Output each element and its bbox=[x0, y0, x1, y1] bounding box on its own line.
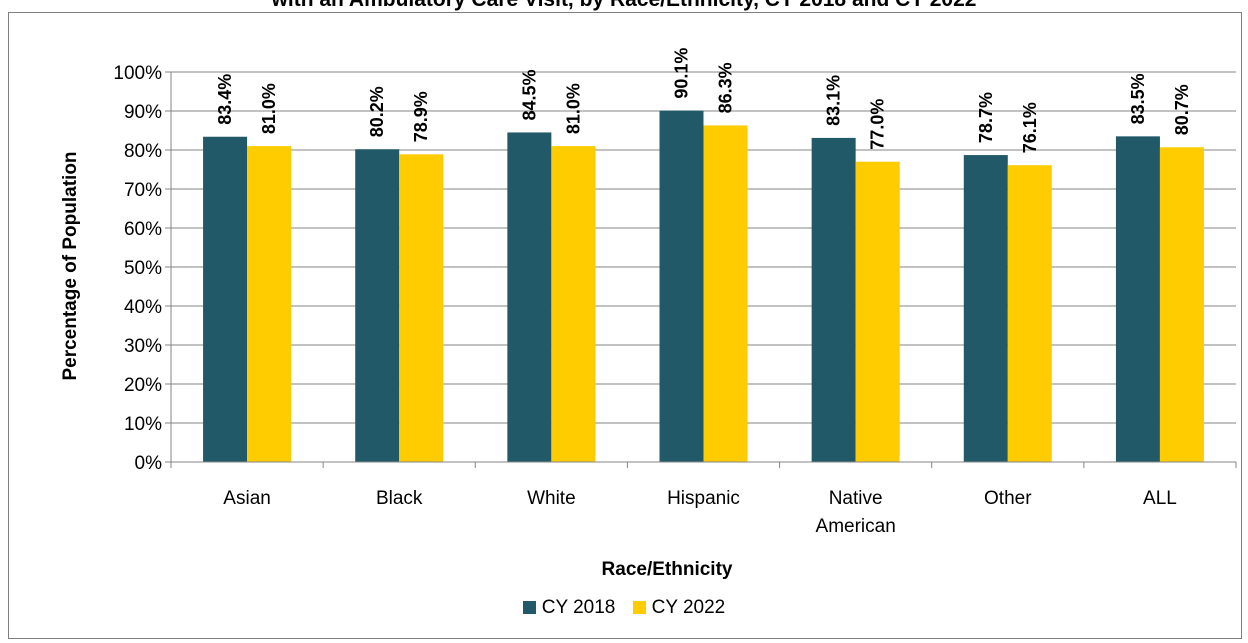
y-tick-label: 10% bbox=[124, 414, 162, 435]
y-tick-label: 0% bbox=[135, 453, 163, 474]
bar-cy2018 bbox=[507, 132, 552, 462]
x-tick-label: Black bbox=[376, 488, 423, 509]
x-tick-label: Other bbox=[984, 488, 1032, 509]
x-tick-label: Hispanic bbox=[667, 488, 740, 509]
bar-cy2022 bbox=[399, 154, 444, 463]
axes bbox=[165, 71, 1237, 468]
legend-swatch-cy2022 bbox=[632, 601, 646, 614]
y-tick-label: 90% bbox=[124, 102, 162, 123]
y-tick-label: 40% bbox=[124, 297, 162, 318]
x-tick-label: Native bbox=[829, 488, 883, 509]
data-label: 76.1% bbox=[1020, 102, 1040, 153]
bar-cy2018 bbox=[1115, 136, 1160, 462]
data-label: 81.0% bbox=[259, 83, 279, 134]
data-label: 78.9% bbox=[411, 91, 431, 142]
y-tick-label: 50% bbox=[124, 258, 162, 279]
legend-label-cy2018: CY 2018 bbox=[541, 597, 616, 618]
y-axis-title: Percentage of Population bbox=[60, 151, 81, 380]
bar-cy2022 bbox=[855, 161, 900, 462]
y-tick-label: 70% bbox=[124, 180, 162, 201]
data-labels: 83.4% 81.0% 80.2% 78.9% 84.5% 81.0% 90.1% 86.3%… bbox=[215, 48, 1192, 154]
x-tick-label: American bbox=[816, 516, 896, 537]
chart-frame bbox=[8, 12, 1242, 639]
bar-cy2018 bbox=[811, 137, 856, 462]
data-label: 81.0% bbox=[563, 83, 583, 134]
x-tick-label: Asian bbox=[223, 488, 271, 509]
y-tick-label: 20% bbox=[124, 375, 162, 396]
data-label: 80.7% bbox=[1172, 84, 1192, 135]
y-tick-label: 30% bbox=[124, 336, 162, 357]
bar-cy2022 bbox=[1159, 147, 1204, 462]
bar-cy2018 bbox=[355, 149, 400, 462]
bar-cy2022 bbox=[1007, 165, 1052, 462]
x-tick-label: White bbox=[527, 488, 576, 509]
legend-item-cy2022: CY 2022 bbox=[632, 597, 726, 619]
bar-cy2022 bbox=[703, 125, 748, 463]
bar-cy2018 bbox=[963, 155, 1008, 462]
data-label: 77.0% bbox=[868, 99, 888, 150]
bars bbox=[203, 110, 1204, 463]
data-label: 78.7% bbox=[976, 92, 996, 143]
y-tick-label: 80% bbox=[124, 141, 162, 162]
data-label: 86.3% bbox=[716, 62, 736, 113]
legend-swatch-cy2018 bbox=[522, 601, 536, 614]
x-tick-label: ALL bbox=[1143, 488, 1177, 509]
data-label: 84.5% bbox=[519, 69, 539, 120]
chart-title: with an Ambulatory Care Visit, by Race/E… bbox=[0, 0, 1248, 16]
data-label: 83.4% bbox=[215, 74, 235, 125]
legend: CY 2018 CY 2022 bbox=[0, 597, 1248, 619]
data-label: 83.5% bbox=[1128, 73, 1148, 124]
legend-label-cy2022: CY 2022 bbox=[651, 597, 726, 618]
bar-cy2018 bbox=[203, 136, 248, 463]
x-axis-title: Race/Ethnicity bbox=[602, 559, 733, 580]
bar-cy2022 bbox=[247, 146, 292, 462]
data-label: 90.1% bbox=[672, 48, 692, 99]
y-tick-label: 60% bbox=[124, 219, 162, 240]
bar-cy2022 bbox=[551, 146, 596, 462]
legend-item-cy2018: CY 2018 bbox=[522, 597, 616, 619]
data-label: 80.2% bbox=[367, 86, 387, 137]
y-tick-label: 100% bbox=[113, 63, 162, 84]
tick-labels: 0% 10% 20% 30% 40% 50% 60% 70% 80% 90% 100% Asian Bl… bbox=[113, 63, 1176, 537]
bar-cy2018 bbox=[659, 110, 704, 463]
data-label: 83.1% bbox=[824, 75, 844, 126]
